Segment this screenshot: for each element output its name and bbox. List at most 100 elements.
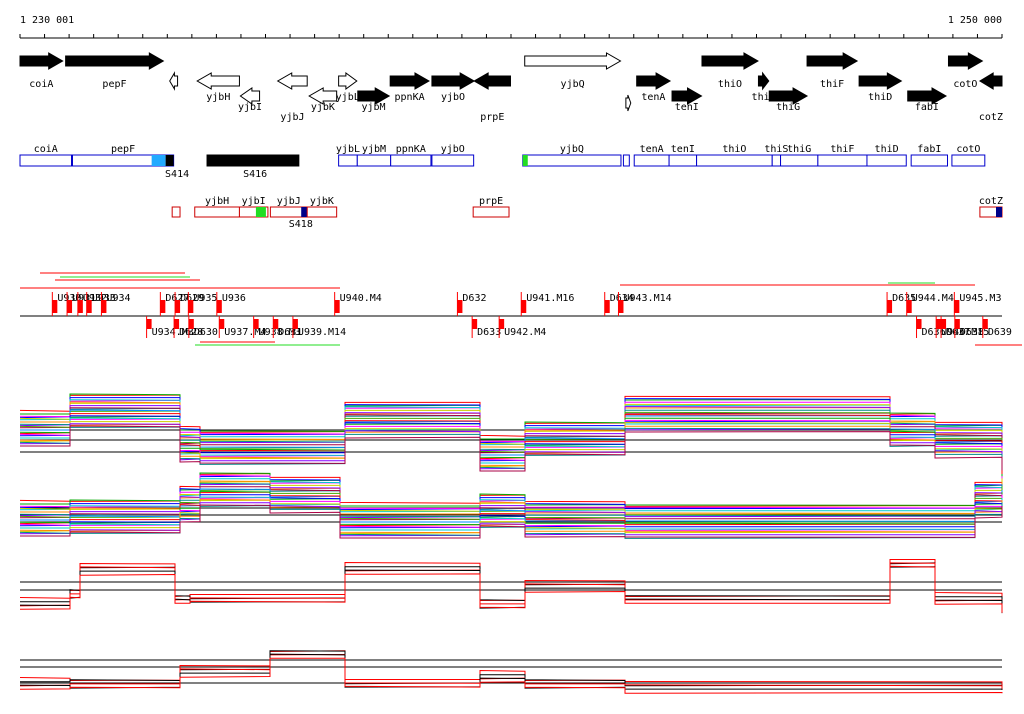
gene-label: fabI — [915, 102, 939, 113]
segment-flag — [188, 300, 194, 313]
gene-arrow — [978, 72, 1003, 90]
segment-label: U930 — [57, 293, 81, 304]
forward-box — [338, 154, 358, 167]
segment-label: D629 — [180, 293, 204, 304]
gene-label: tenI — [675, 102, 699, 113]
reverse-box-label: yjbJ — [277, 196, 301, 207]
reverse-box — [472, 206, 510, 218]
segment-flag — [936, 319, 942, 329]
expression-profile-line — [19, 562, 1003, 609]
segment-label: D637 — [946, 327, 970, 338]
segment-label: U933 — [92, 293, 116, 304]
segment-flag — [86, 300, 92, 313]
gene-label: cotZ — [979, 112, 1003, 123]
gene-label: yjbO — [441, 92, 465, 103]
segment-flag — [160, 300, 166, 313]
segment-flag — [941, 319, 947, 329]
reverse-box-label: yjbK — [310, 196, 334, 207]
segment-label: D633 — [477, 327, 501, 338]
forward-box — [696, 154, 773, 167]
segment-label: U932 — [83, 293, 107, 304]
gene-label: yjbH — [206, 92, 230, 103]
segment-flag — [916, 319, 922, 329]
forward-box — [622, 154, 630, 167]
expression-profile-line — [20, 504, 1003, 539]
forward-box-label: yjbQ — [560, 144, 584, 155]
expression-profile-line — [19, 415, 1003, 459]
segment-flag — [887, 300, 893, 313]
forward-box — [910, 154, 948, 167]
ruler-end-label: 1 250 000 — [948, 15, 1002, 26]
forward-box — [780, 154, 819, 167]
segment-label: U937.M4 — [224, 327, 266, 338]
gene-label: yjbQ — [561, 79, 585, 90]
segment-label: S416 — [243, 169, 267, 180]
reverse-box — [306, 206, 338, 218]
forward-box-label: cotO — [956, 144, 980, 155]
segment-label: D631 — [278, 327, 302, 338]
gene-label: ppnKA — [395, 92, 425, 103]
gene-arrow — [524, 52, 622, 70]
segment-label: U938.M3 — [259, 327, 301, 338]
forward-box-label: ppnKA — [396, 144, 426, 155]
gene-arrow — [473, 72, 511, 90]
gene-arrow — [907, 87, 948, 105]
gene-label: thiO — [718, 79, 742, 90]
gene-arrow — [625, 94, 632, 112]
forward-box-label: tenA — [640, 144, 664, 155]
gene-label: thiG — [776, 102, 800, 113]
gene-arrow — [947, 52, 984, 70]
gene-arrow — [308, 87, 338, 105]
segment-label: U934.M3 — [152, 327, 194, 338]
ruler-start-label: 1 230 001 — [20, 15, 74, 26]
segment-label: S414 — [165, 169, 189, 180]
reverse-box — [194, 206, 240, 218]
forward-box-label: yjbL — [336, 144, 360, 155]
segment-flag — [175, 300, 181, 313]
segment-flag — [982, 319, 988, 329]
forward-box-label: thiF — [830, 144, 854, 155]
gene-arrow — [806, 52, 859, 70]
segment-marker — [165, 155, 174, 166]
forward-box — [817, 154, 868, 167]
expression-profile-line — [19, 565, 1003, 613]
expression-profile-line — [20, 425, 1003, 472]
segment-label: U935 — [193, 293, 217, 304]
gene-arrow — [431, 72, 476, 90]
gene-label: thiS — [752, 92, 776, 103]
segment-label: D628 — [179, 327, 203, 338]
reverse-box-label: yjbI — [242, 196, 266, 207]
segment-flag — [174, 319, 180, 329]
segment-flag — [67, 300, 73, 313]
expression-profile-line — [20, 650, 1003, 687]
segment-flag — [499, 319, 505, 329]
segment-label: U934 — [106, 293, 130, 304]
segment-flag — [146, 319, 152, 329]
expression-profile-line — [19, 653, 1003, 690]
gene-arrow — [636, 72, 672, 90]
segment-label: D636 — [922, 327, 946, 338]
segment-label: D632 — [462, 293, 486, 304]
forward-box — [206, 154, 300, 167]
forward-box-label: thiD — [875, 144, 899, 155]
segment-label: D627 — [165, 293, 189, 304]
expression-profile-line — [19, 653, 1003, 690]
segment-label: U939.M14 — [298, 327, 346, 338]
gene-label: thiD — [868, 92, 892, 103]
gene-arrow — [338, 72, 358, 90]
segment-marker — [151, 155, 166, 166]
segment-label: U945.M3 — [959, 293, 1001, 304]
segment-label: U936 — [222, 293, 246, 304]
segment-flag — [954, 319, 960, 329]
forward-box — [390, 154, 432, 167]
segment-flag — [101, 300, 107, 313]
segment-flag — [219, 319, 225, 329]
gene-label: yjbL — [336, 92, 360, 103]
gene-label: yjbM — [361, 102, 385, 113]
forward-box-label: fabI — [917, 144, 941, 155]
gene-label: prpE — [480, 112, 504, 123]
segment-flag — [216, 300, 222, 313]
gene-arrow — [858, 72, 903, 90]
segment-label: D634 — [610, 293, 634, 304]
